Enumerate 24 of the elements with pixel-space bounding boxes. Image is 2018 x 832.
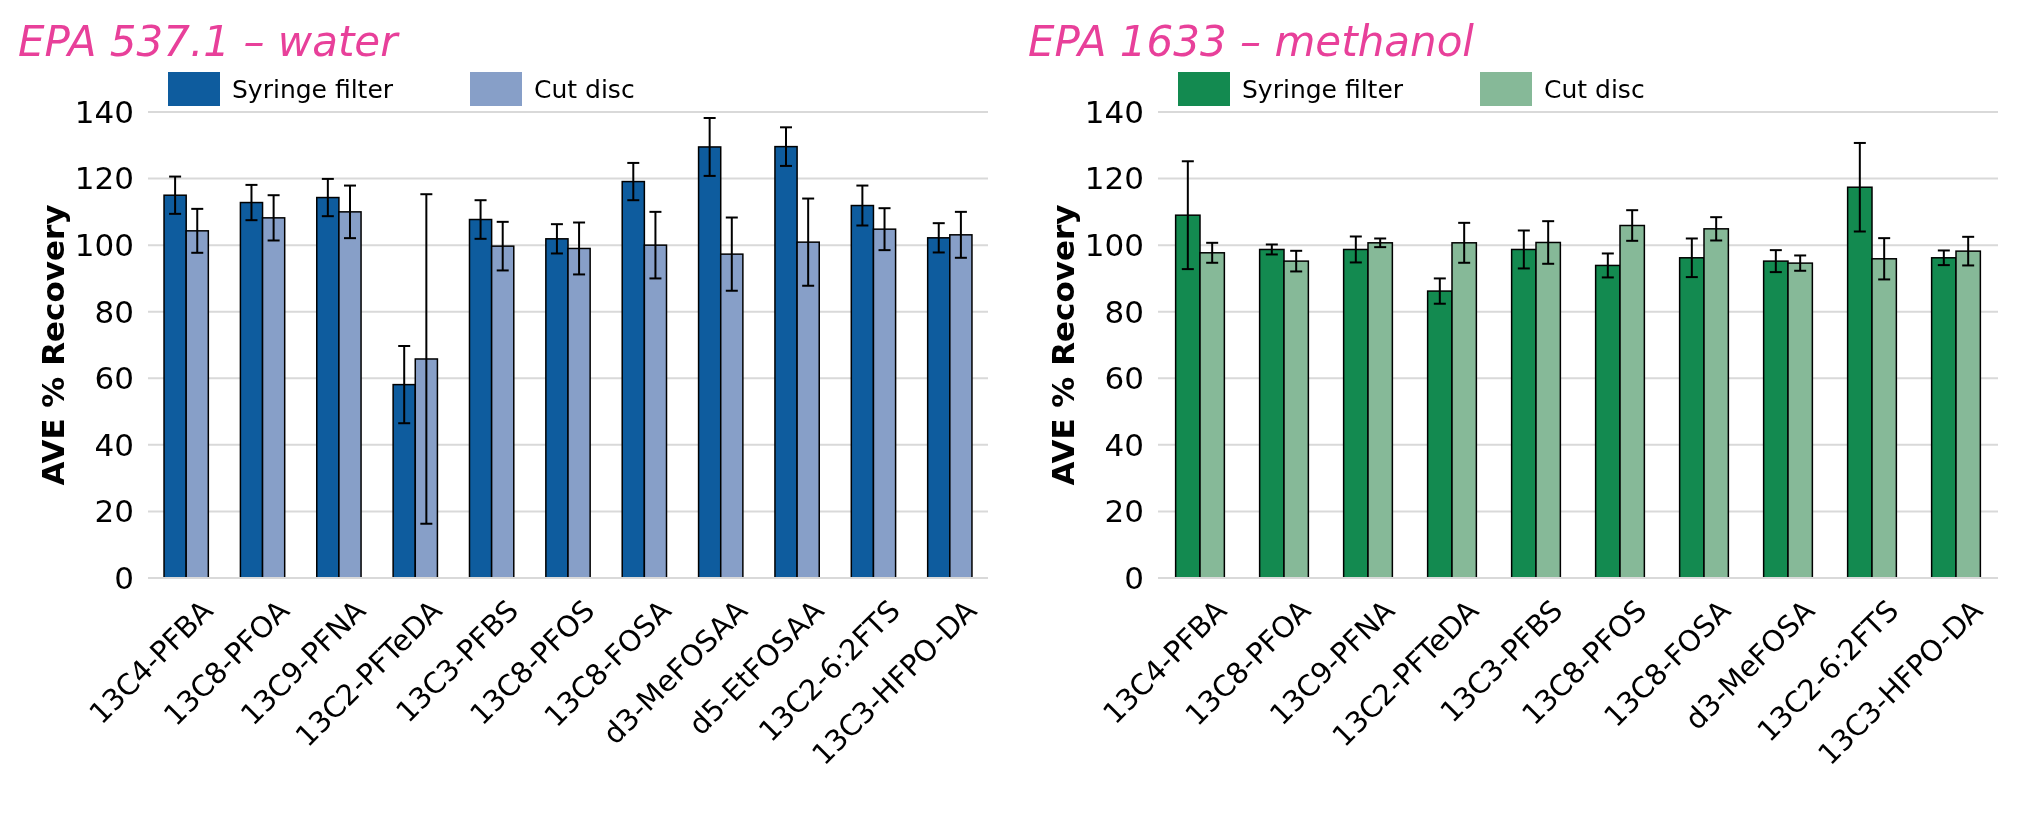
y-tick-label: 60: [1104, 360, 1144, 397]
y-tick-label: 140: [1084, 93, 1144, 130]
y-tick-label: 0: [114, 559, 134, 596]
y-tick-label: 120: [1084, 160, 1144, 197]
legend-label: Syringe filter: [232, 74, 394, 104]
y-axis-title: AVE % Recovery: [1045, 204, 1081, 486]
y-tick-label: 20: [94, 493, 134, 530]
y-axis-title: AVE % Recovery: [35, 204, 71, 486]
y-tick-label: 100: [74, 226, 134, 263]
y-tick-label: 100: [1084, 226, 1144, 263]
y-tick-label: 40: [94, 426, 134, 463]
y-tick-label: 120: [74, 160, 134, 197]
chart-title: EPA 1633 – methanol: [1028, 17, 1475, 66]
legend-label: Cut disc: [534, 74, 635, 104]
y-tick-label: 20: [1104, 493, 1144, 530]
y-tick-label: 40: [1104, 426, 1144, 463]
y-tick-label: 60: [94, 360, 134, 397]
y-tick-label: 0: [1124, 559, 1144, 596]
y-tick-label: 80: [1104, 293, 1144, 330]
legend-label: Cut disc: [1544, 74, 1645, 104]
legend-label: Syringe filter: [1242, 74, 1404, 104]
chart-title: EPA 537.1 – water: [18, 17, 401, 66]
y-tick-label: 140: [74, 93, 134, 130]
y-tick-label: 80: [94, 293, 134, 330]
